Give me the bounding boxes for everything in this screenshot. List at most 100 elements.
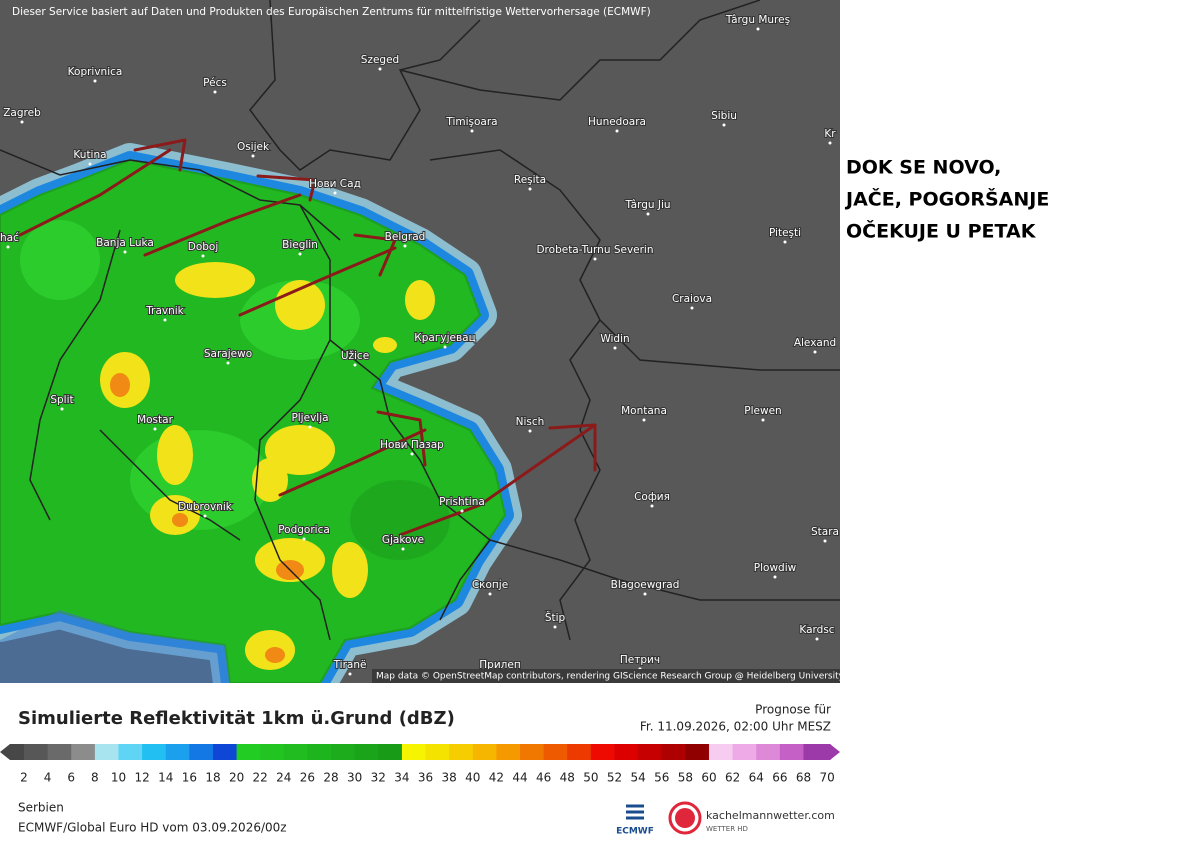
city-label: Прилеп [479, 659, 520, 671]
annotation-line: OČEKUJE U PETAK [846, 219, 1037, 243]
city-dot [353, 363, 357, 367]
legend-tick-label: 14 [158, 771, 173, 785]
legend-tick-label: 58 [678, 771, 693, 785]
city-dot [401, 547, 405, 551]
city-dot [20, 120, 24, 124]
hand-drawn-arrow [398, 423, 597, 537]
border [99, 429, 241, 541]
color-segment [283, 744, 308, 760]
city-label: Plowdiw [754, 562, 797, 574]
legend-tick-label: 44 [512, 771, 527, 785]
region: Serbien [18, 801, 64, 815]
color-segment [543, 744, 568, 760]
city-dot [298, 252, 302, 256]
city-dot [690, 306, 694, 310]
site-sub: WETTER HD [706, 825, 748, 833]
radar-yellow [265, 425, 335, 475]
forecast-label: Prognose für [755, 703, 831, 717]
city-label: Alexand [794, 337, 836, 349]
city-dot [308, 425, 312, 429]
city-dot [722, 123, 726, 127]
city-label: Widin [600, 333, 629, 345]
color-bar: 2 4 6 8 10 12 14 16 18 20 22 24 26 28 30 32 34 36 38 40 42 44… [0, 744, 840, 785]
annotation-line: DOK SE NOVO, [846, 157, 1001, 179]
city-label: Koprivnica [68, 66, 123, 78]
credit: Dieser Service basiert auf Daten und Pro… [12, 6, 651, 18]
city-label: Gjakove [382, 534, 424, 546]
radar-yellow [373, 337, 397, 353]
radar-yellow [252, 458, 288, 502]
city-dot [378, 67, 382, 71]
city-label: Piteşti [769, 227, 801, 239]
city-label: София [634, 491, 670, 503]
color-segment [638, 744, 663, 760]
city-label: Split [50, 394, 73, 406]
legend-tick-label: 24 [276, 771, 291, 785]
city-label: Dubrovnik [178, 501, 233, 513]
color-segment [449, 744, 474, 760]
legend-tick-label: 6 [67, 771, 75, 785]
legend-tick-label: 50 [583, 771, 598, 785]
legend-tick-label: 20 [229, 771, 244, 785]
city-label: Užice [341, 350, 369, 362]
city-dot [756, 27, 760, 31]
legend-tick-label: 70 [819, 771, 834, 785]
border [489, 539, 840, 601]
legend-tick-label: 64 [749, 771, 764, 785]
hand-drawn-arrow [143, 174, 317, 257]
radar-yellow [157, 425, 193, 485]
city-dot [88, 162, 92, 166]
color-segment [520, 744, 545, 760]
color-segment [401, 744, 427, 760]
color-segment [590, 744, 615, 760]
attribution-bg [372, 669, 840, 683]
city-label: Zagreb [3, 107, 41, 119]
city-dot [815, 637, 819, 641]
city-dot [302, 537, 306, 541]
ecmwf-logo: ECMWF [616, 804, 654, 837]
legend-tick-label: 8 [91, 771, 99, 785]
radar-green-core [350, 480, 450, 560]
city-label: Sibiu [711, 110, 737, 122]
legend-title: Simulierte Reflektivität 1km ü.Grund (dB… [18, 708, 455, 729]
city-label: Петрич [620, 654, 660, 666]
city-label: Szeged [361, 54, 399, 66]
city-dot [226, 361, 230, 365]
legend-tick-label: 40 [465, 771, 480, 785]
city-dot [642, 418, 646, 422]
color-segment [779, 744, 804, 760]
city-label: Štip [545, 611, 566, 624]
legend-tick-label: 48 [560, 771, 575, 785]
city-label: Travnik [145, 305, 184, 317]
legend-tick-label: 60 [701, 771, 716, 785]
city-dot [783, 240, 787, 244]
site-name: kachelmannwetter.com [706, 809, 835, 822]
city-dot [643, 592, 647, 596]
city-label: Крагујевац [414, 332, 475, 344]
city-label: Kardsc [799, 624, 834, 636]
radar-yellow [275, 280, 325, 330]
city-dot [6, 245, 10, 249]
color-segment [165, 744, 190, 760]
city-label: Doboj [188, 241, 219, 253]
legend-tick-label: 10 [111, 771, 126, 785]
city-dot [213, 90, 217, 94]
city-dot [163, 318, 167, 322]
border [559, 319, 601, 641]
city-label: Podgorica [278, 524, 330, 536]
city-dot [153, 427, 157, 431]
legend-tick-label: 34 [394, 771, 409, 785]
hand-drawn-arrow [238, 233, 397, 317]
city-label: Reşita [514, 174, 546, 186]
legend-tick-label: 66 [772, 771, 787, 785]
radar-yellow [175, 262, 255, 298]
border [29, 229, 121, 521]
city-label: Tiranë [333, 659, 367, 671]
city-dot [333, 191, 337, 195]
color-segment [803, 744, 831, 760]
city-dot [123, 250, 127, 254]
city-label: Нови Пазар [380, 439, 444, 451]
city-dot [203, 514, 207, 518]
